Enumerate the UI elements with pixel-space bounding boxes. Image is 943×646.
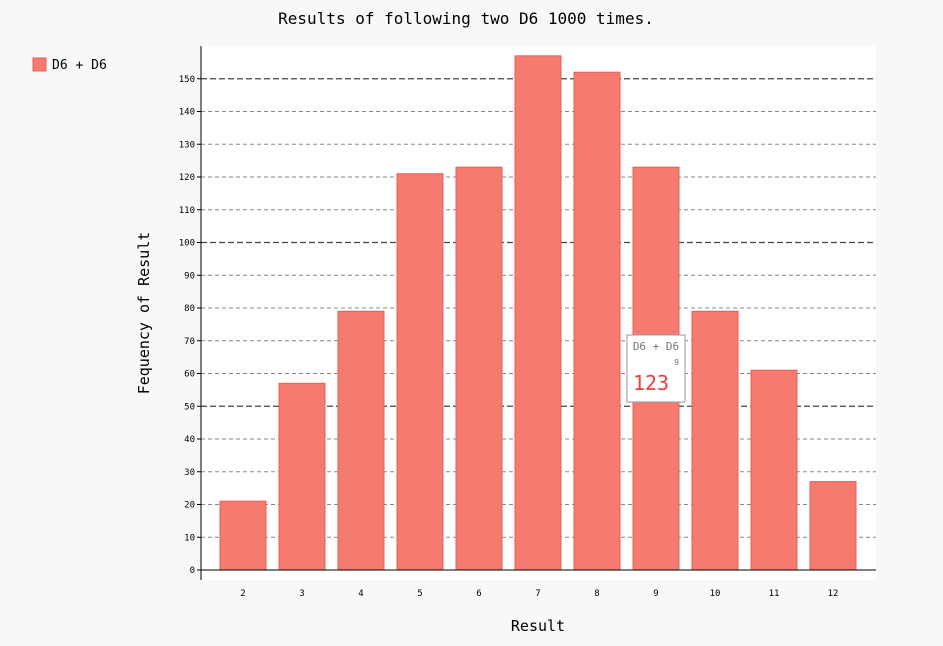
x-tick-label: 7 [535,589,540,599]
tooltip-category: 9 [674,358,679,367]
bar-10[interactable] [691,310,739,571]
y-tick-label: 90 [184,271,195,281]
bar-8[interactable] [573,71,621,571]
y-tick-labels: 0 10 20 30 40 50 60 70 80 90 100 110 120 130 140 150 [179,75,201,576]
y-tick-label: 20 [184,501,195,511]
y-tick-label: 140 [179,108,195,118]
x-tick-label: 5 [417,589,422,599]
bars [219,55,857,571]
x-tick-label: 3 [299,589,304,599]
tooltip: D6 + D6 9 123 [626,334,686,403]
x-tick-label: 2 [240,589,245,599]
bar-7[interactable] [514,55,562,571]
bar-6[interactable] [455,166,503,571]
x-tick-label: 8 [594,589,599,599]
x-tick-label: 10 [710,589,721,599]
bar-5[interactable] [396,173,444,571]
y-tick-label: 100 [179,239,195,249]
x-tick-labels: 2 3 4 5 6 7 8 9 10 11 12 [240,589,838,599]
y-tick-label: 110 [179,206,195,216]
y-tick-label: 30 [184,468,195,478]
x-tick-label: 6 [476,589,481,599]
bar-3[interactable] [278,382,326,571]
y-tick-label: 10 [184,533,195,543]
y-tick-label: 130 [179,140,195,150]
y-tick-label: 0 [190,566,195,576]
x-axis-label: Result [511,617,565,635]
bar-12[interactable] [809,481,857,571]
x-tick-label: 12 [828,589,839,599]
y-tick-label: 60 [184,370,195,380]
bar-11[interactable] [750,369,798,571]
y-axis-label: Fequency of Result [135,232,153,395]
y-tick-label: 50 [184,402,195,412]
bar-4[interactable] [337,310,385,571]
tooltip-series: D6 + D6 [633,340,679,353]
y-tick-label: 150 [179,75,195,85]
tooltip-value: 123 [633,371,669,395]
chart-title: Results of following two D6 1000 times. [278,9,654,28]
legend-swatch[interactable] [32,57,47,72]
legend-label[interactable]: D6 + D6 [52,58,107,73]
tooltip-box [626,334,686,403]
bar-2[interactable] [219,500,267,571]
x-tick-label: 4 [358,589,363,599]
y-tick-label: 120 [179,173,195,183]
y-tick-label: 40 [184,435,195,445]
x-tick-label: 11 [769,589,780,599]
y-tick-label: 80 [184,304,195,314]
x-tick-label: 9 [653,589,658,599]
y-tick-label: 70 [184,337,195,347]
